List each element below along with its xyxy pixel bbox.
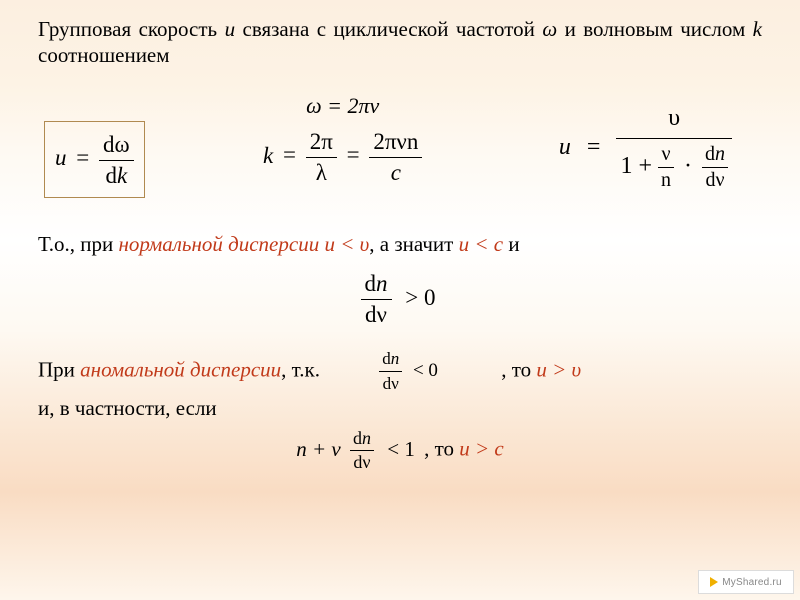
p3-anom: аномальной дисперсии: [80, 357, 281, 381]
eq-u-dwdk: u = dω dk: [55, 145, 134, 170]
p3-ineq: u > υ: [536, 357, 581, 381]
eq-box-eq: =: [72, 145, 93, 170]
formula-row: u = dω dk ω = 2πν k = 2π λ =: [38, 91, 762, 217]
p3-line1: При аномальной дисперсии, т.к. dn dν < 0…: [38, 348, 762, 395]
eq-ur-f1d: n: [658, 167, 674, 192]
eq-ur-lhs: u: [559, 134, 571, 160]
eq-box-numd: d: [103, 132, 115, 157]
p2-ineq2: u < c: [459, 232, 504, 256]
eq-k-frac1: 2π λ: [306, 129, 337, 186]
p3-in-dend: d: [383, 374, 392, 393]
mid-equations: ω = 2πν k = 2π λ = 2πνn c: [263, 93, 422, 186]
eq-dn-cmp: > 0: [397, 285, 439, 310]
eq-last-inner: n + ν dn dν < 1: [296, 437, 424, 461]
p3-in-numd: d: [382, 349, 391, 368]
eq-k-frac2: 2πνn c: [369, 129, 422, 186]
eq-dn-dv-pos: dn dν > 0: [38, 271, 762, 328]
slide: Групповая скорость и связана с циклическ…: [0, 0, 800, 600]
eq-box-dend: d: [105, 163, 117, 188]
eq-k-den2: c: [369, 157, 422, 186]
para-normal-dispersion: Т.о., при нормальной дисперсии u < υ, а …: [38, 231, 762, 257]
p3-inline-eq: dn dν < 0: [379, 348, 442, 395]
eq-ur-eq: =: [577, 134, 611, 160]
eq-k-num2: 2πνn: [369, 129, 422, 157]
p2-mid: , а значит: [369, 232, 458, 256]
eq-box-frac: dω dk: [99, 132, 134, 189]
eq-last-cmp: < 1: [383, 437, 419, 461]
intro-u: и: [225, 17, 236, 41]
intro-omega: ω: [542, 17, 557, 41]
intro-pre: Групповая скорость: [38, 17, 225, 41]
eq-last-numd: d: [353, 428, 362, 448]
eq-ur-f2d: ν: [715, 169, 724, 191]
p3-pre: При: [38, 357, 80, 381]
eq-ur-f1n: ν: [658, 143, 674, 167]
eq-box-numw: ω: [114, 132, 129, 157]
eq-u-right-inner: u = υ 1 + ν n · dn dν: [559, 134, 732, 160]
eq-k-eq1: =: [279, 142, 300, 167]
eq-last-mid: , то: [424, 437, 459, 461]
watermark[interactable]: MyShared.ru: [698, 570, 794, 594]
eq-u-right: u = υ 1 + ν n · dn dν: [559, 105, 732, 192]
intro-k: k: [753, 17, 762, 41]
eq-k-lhs: k: [263, 142, 273, 167]
p3-in-num: n: [391, 349, 400, 368]
eq-omega: ω = 2πν: [263, 93, 422, 119]
intro-text: Групповая скорость и связана с циклическ…: [38, 16, 762, 69]
eq-box-denk: k: [117, 163, 127, 188]
eq-omega-text: ω = 2πν: [306, 93, 379, 118]
eq-box-lhs: u: [55, 145, 67, 170]
para-anomalous-dispersion: При аномальной дисперсии, т.к. dn dν < 0…: [38, 348, 762, 422]
p2-normal: нормальной дисперсии: [118, 232, 319, 256]
eq-last-den: ν: [362, 452, 370, 472]
eq-k: k = 2π λ = 2πνn c: [263, 129, 422, 186]
boxed-equation: u = dω dk: [44, 121, 145, 198]
p3-mid1: , т.к.: [281, 357, 320, 381]
p3-mid2: , то: [501, 357, 536, 381]
eq-ur-f2nd: d: [705, 143, 715, 165]
intro-tail: соотношением: [38, 43, 170, 67]
eq-dn-frac: dn dν: [361, 271, 392, 328]
eq-dn-dend: d: [365, 302, 377, 327]
p2-ineq1: u < υ: [324, 232, 369, 256]
p3-in-cmp: < 0: [407, 360, 442, 381]
p3-inline-frac: dn dν: [379, 348, 402, 395]
eq-ur-f2dd: d: [705, 169, 715, 191]
p3-line2: и, в частности, если: [38, 395, 762, 422]
eq-last-t1: n + ν: [296, 437, 341, 461]
eq-ur-bigfrac: υ 1 + ν n · dn dν: [616, 105, 732, 192]
eq-ur-denpre: 1 +: [620, 153, 658, 179]
eq-dn-inner: dn dν > 0: [361, 285, 440, 310]
eq-ur-num: υ: [668, 105, 680, 131]
p2-tail: и: [503, 232, 520, 256]
eq-k-num1: 2π: [306, 129, 337, 157]
eq-ur-f1: ν n: [658, 143, 674, 192]
eq-dn-numd: d: [365, 271, 377, 296]
intro-mid2: и волновым числом: [557, 17, 753, 41]
p2-pre: Т.о., при: [38, 232, 118, 256]
eq-ur-f2n: n: [715, 143, 725, 165]
eq-last-frac: dn dν: [350, 428, 374, 473]
intro-mid1: связана с циклической частотой: [235, 17, 542, 41]
eq-k-eq2: =: [343, 142, 364, 167]
p3-in-den: ν: [391, 374, 399, 393]
play-icon: [710, 577, 718, 587]
eq-last-line: n + ν dn dν < 1 , то u > c: [38, 428, 762, 473]
eq-last-ineq: u > c: [459, 437, 504, 461]
watermark-text: MyShared.ru: [722, 577, 781, 588]
eq-dn-num: n: [376, 271, 388, 296]
eq-ur-f2: dn dν: [702, 143, 728, 192]
eq-dn-den: ν: [377, 302, 387, 327]
eq-k-den1: λ: [306, 157, 337, 186]
eq-last-num: n: [362, 428, 371, 448]
